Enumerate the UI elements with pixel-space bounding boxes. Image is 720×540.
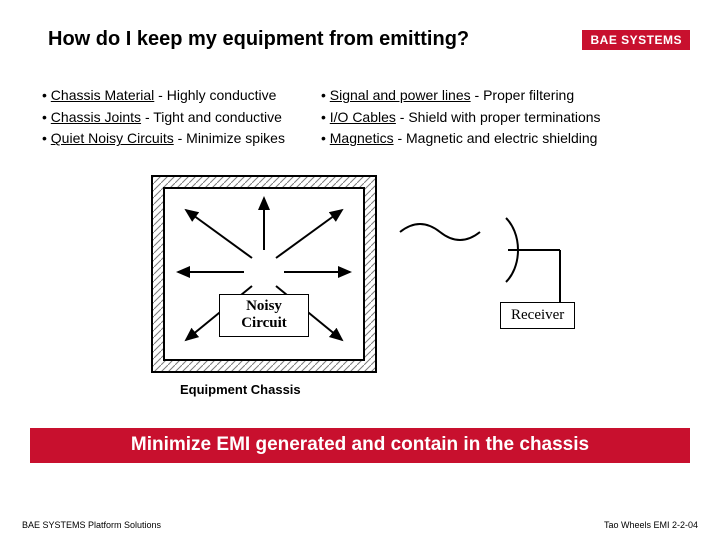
bullet-item: • Magnetics - Magnetic and electric shie… bbox=[321, 128, 601, 150]
bullet-rest: - Tight and conductive bbox=[141, 109, 282, 125]
bullet-rest: - Shield with proper terminations bbox=[396, 109, 601, 125]
chassis-caption: Equipment Chassis bbox=[180, 382, 301, 397]
footer: BAE SYSTEMS Platform Solutions Tao Wheel… bbox=[0, 520, 720, 530]
bullet-underlined: Magnetics bbox=[330, 130, 394, 146]
noisy-circuit-label: Noisy Circuit bbox=[219, 294, 309, 337]
noisy-label-line1: Noisy bbox=[246, 298, 282, 314]
bullet-rest: - Magnetic and electric shielding bbox=[394, 130, 598, 146]
bullet-columns: • Chassis Material - Highly conductive• … bbox=[0, 51, 720, 150]
bullet-column-left: • Chassis Material - Highly conductive• … bbox=[42, 85, 285, 150]
page-title: How do I keep my equipment from emitting… bbox=[48, 28, 469, 51]
bullet-rest: - Minimize spikes bbox=[174, 130, 285, 146]
bullet-item: • Quiet Noisy Circuits - Minimize spikes bbox=[42, 128, 285, 150]
bullet-item: • I/O Cables - Shield with proper termin… bbox=[321, 107, 601, 129]
emission-wave-icon bbox=[400, 224, 480, 240]
bullet-column-right: • Signal and power lines - Proper filter… bbox=[321, 85, 601, 150]
footer-left: BAE SYSTEMS Platform Solutions bbox=[22, 520, 161, 530]
bullet-underlined: Quiet Noisy Circuits bbox=[51, 130, 174, 146]
bullet-underlined: Chassis Material bbox=[51, 87, 154, 103]
bullet-underlined: I/O Cables bbox=[330, 109, 396, 125]
diagram-svg bbox=[0, 162, 720, 402]
bullet-rest: - Proper filtering bbox=[471, 87, 574, 103]
bae-systems-logo: BAE SYSTEMS bbox=[582, 30, 690, 50]
bullet-rest: - Highly conductive bbox=[154, 87, 276, 103]
bullet-item: • Chassis Joints - Tight and conductive bbox=[42, 107, 285, 129]
bullet-item: • Chassis Material - Highly conductive bbox=[42, 85, 285, 107]
noisy-label-line2: Circuit bbox=[241, 315, 287, 331]
bullet-item: • Signal and power lines - Proper filter… bbox=[321, 85, 601, 107]
receiver-label: Receiver bbox=[500, 302, 575, 329]
bullet-underlined: Chassis Joints bbox=[51, 109, 141, 125]
header: How do I keep my equipment from emitting… bbox=[0, 0, 720, 51]
footer-right: Tao Wheels EMI 2-2-04 bbox=[604, 520, 698, 530]
summary-banner: Minimize EMI generated and contain in th… bbox=[30, 428, 690, 463]
bullet-underlined: Signal and power lines bbox=[330, 87, 471, 103]
emi-diagram: Noisy Circuit Receiver Equipment Chassis bbox=[0, 162, 720, 402]
